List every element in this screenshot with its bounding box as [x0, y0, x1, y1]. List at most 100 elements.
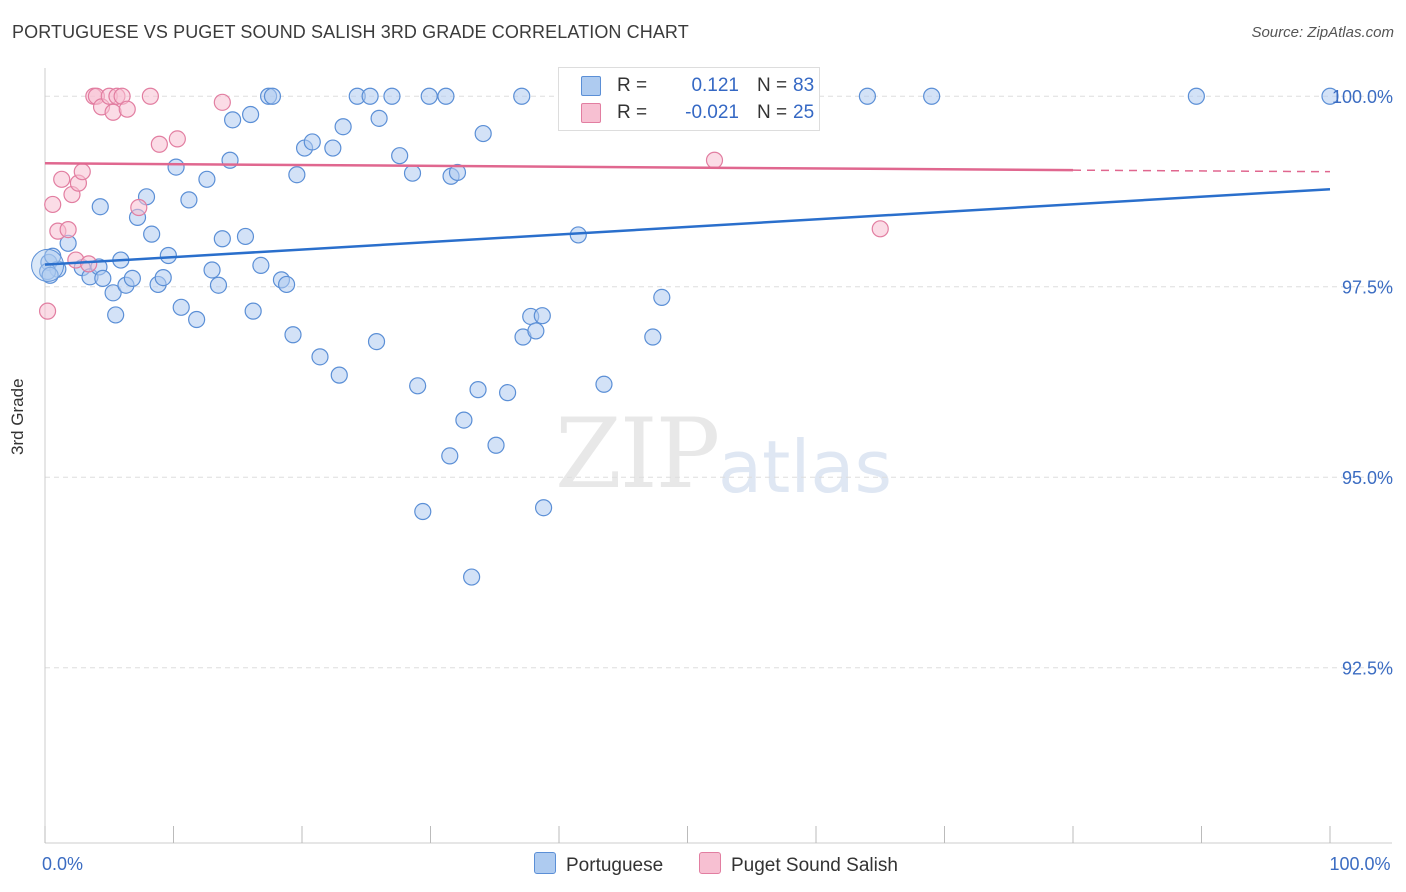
point-portuguese: [94, 269, 112, 287]
point-portuguese: [221, 151, 239, 169]
bottom-legend-salish: Puget Sound Salish: [699, 852, 898, 877]
point-portuguese: [644, 328, 662, 346]
point-portuguese: [420, 87, 438, 105]
point-portuguese: [143, 225, 161, 243]
point-puget-sound-salish: [59, 220, 77, 239]
point-portuguese: [499, 384, 517, 402]
y-tick-label: 95.0%: [1342, 468, 1393, 488]
point-portuguese: [455, 411, 473, 429]
point-portuguese: [569, 226, 587, 244]
point-portuguese: [198, 170, 216, 188]
point-portuguese: [172, 298, 190, 316]
point-portuguese: [324, 139, 342, 157]
point-portuguese: [533, 307, 551, 325]
point-portuguese: [441, 447, 459, 465]
legend-r-value: -0.021: [685, 102, 739, 123]
point-portuguese: [923, 87, 941, 105]
bottom-legend-label-portuguese: Portuguese: [566, 855, 664, 876]
point-puget-sound-salish: [213, 93, 231, 111]
axes: [44, 68, 1392, 844]
point-portuguese: [203, 261, 221, 279]
bottom-legend-swatch-portuguese: [534, 852, 556, 874]
point-puget-sound-salish: [53, 170, 71, 188]
trendline-puget-sound-salish-extension: [1072, 169, 1331, 173]
point-portuguese: [41, 266, 59, 284]
bottom-legend-label-salish: Puget Sound Salish: [731, 855, 898, 876]
point-portuguese: [236, 227, 255, 246]
legend-r-label: R =: [617, 102, 648, 123]
point-puget-sound-salish: [168, 130, 186, 148]
tick-labels: 100.0% 97.5% 95.0% 92.5% 0.0% 100.0%: [42, 87, 1393, 874]
legend-n-label: N =: [757, 102, 788, 123]
point-portuguese: [361, 87, 379, 105]
point-portuguese: [288, 166, 306, 184]
point-portuguese: [403, 164, 422, 182]
point-portuguese: [448, 163, 467, 182]
point-puget-sound-salish: [80, 255, 98, 273]
point-portuguese: [474, 124, 492, 143]
point-portuguese: [437, 87, 455, 105]
point-puget-sound-salish: [150, 135, 168, 153]
point-portuguese: [159, 246, 177, 265]
point-puget-sound-salish: [705, 151, 724, 169]
point-portuguese: [1187, 87, 1205, 105]
x-tick-label: 0.0%: [42, 854, 83, 874]
point-portuguese: [534, 499, 553, 517]
point-portuguese: [188, 310, 206, 329]
point-portuguese: [595, 375, 613, 393]
y-tick-label: 97.5%: [1342, 278, 1393, 298]
bottom-legend-portuguese: Portuguese: [534, 852, 663, 877]
point-portuguese: [107, 306, 125, 324]
point-puget-sound-salish: [118, 100, 136, 118]
legend-r-value: 0.121: [691, 75, 739, 96]
legend-n-value: 25: [793, 102, 815, 123]
watermark-zip: ZIP: [555, 398, 720, 510]
bottom-legend-swatch-salish: [699, 852, 721, 874]
point-puget-sound-salish: [38, 302, 57, 320]
point-portuguese: [1321, 87, 1339, 105]
legend-n-label: N =: [757, 75, 788, 96]
point-puget-sound-salish: [73, 163, 91, 181]
point-portuguese: [391, 147, 409, 165]
source-label: Source: ZipAtlas.com: [1251, 24, 1394, 41]
x-tick-label: 100.0%: [1329, 854, 1390, 874]
point-portuguese: [167, 158, 185, 176]
point-portuguese: [180, 191, 198, 209]
legend-n-value: 83: [793, 75, 815, 96]
point-portuguese: [463, 568, 481, 586]
point-portuguese: [154, 268, 172, 287]
point-portuguese: [367, 333, 386, 351]
point-puget-sound-salish: [130, 198, 148, 217]
point-puget-sound-salish: [104, 103, 122, 121]
watermark-atlas: atlas: [718, 425, 892, 509]
trendline-puget-sound-salish: [44, 162, 1074, 172]
trend-lines: [44, 162, 1331, 266]
point-portuguese: [209, 276, 228, 294]
legend-swatch-portuguese: [581, 76, 601, 96]
point-portuguese: [91, 198, 109, 216]
legend-r-label: R =: [617, 75, 648, 96]
point-portuguese: [224, 111, 242, 129]
point-portuguese: [277, 275, 296, 294]
chart-title: PORTUGUESE VS PUGET SOUND SALISH 3RD GRA…: [12, 22, 689, 42]
point-portuguese: [858, 87, 877, 105]
point-portuguese: [383, 87, 401, 105]
point-portuguese: [513, 87, 531, 105]
y-axis-label: 3rd Grade: [8, 378, 27, 455]
point-portuguese: [414, 502, 432, 521]
point-portuguese: [213, 230, 231, 248]
point-portuguese: [527, 322, 545, 340]
point-portuguese: [330, 366, 348, 384]
point-portuguese: [284, 326, 302, 344]
y-tick-label: 92.5%: [1342, 659, 1393, 679]
y-tick-label: 100.0%: [1332, 87, 1393, 107]
point-portuguese: [252, 256, 270, 275]
point-portuguese: [263, 87, 282, 105]
point-portuguese: [123, 269, 141, 287]
point-portuguese: [242, 105, 260, 124]
grid-lines: [45, 95, 1392, 669]
series-portuguese: [31, 87, 1339, 586]
point-puget-sound-salish: [871, 220, 889, 238]
stats-legend: R = 0.121 N = 83 R = -0.021 N = 25: [558, 67, 820, 131]
